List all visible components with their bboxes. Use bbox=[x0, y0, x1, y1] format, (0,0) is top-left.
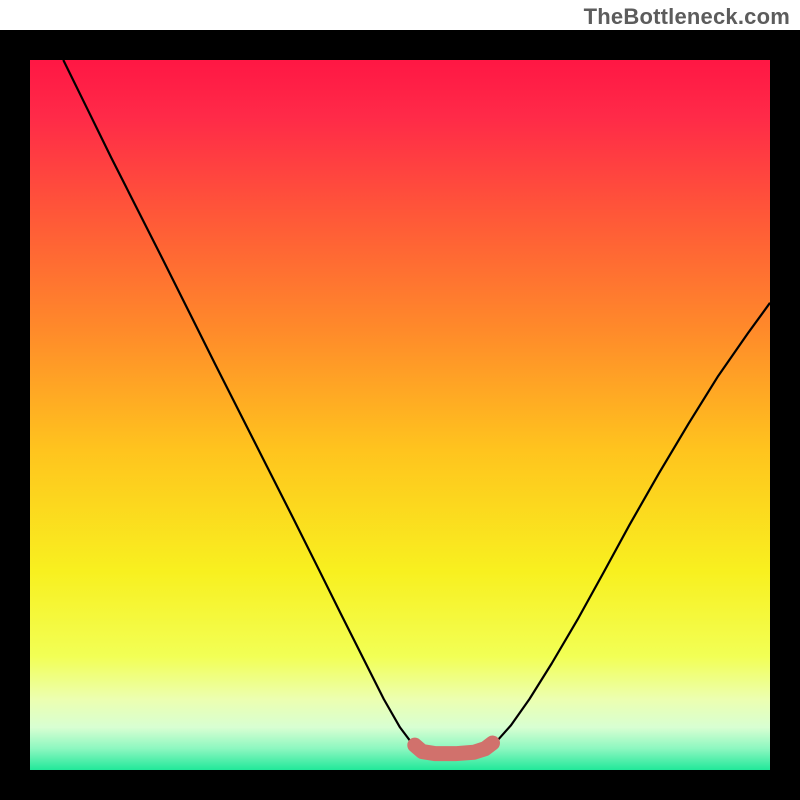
chart-frame: TheBottleneck.com bbox=[0, 0, 800, 800]
plot-background bbox=[30, 60, 770, 770]
bottleneck-curve-chart bbox=[0, 0, 800, 800]
